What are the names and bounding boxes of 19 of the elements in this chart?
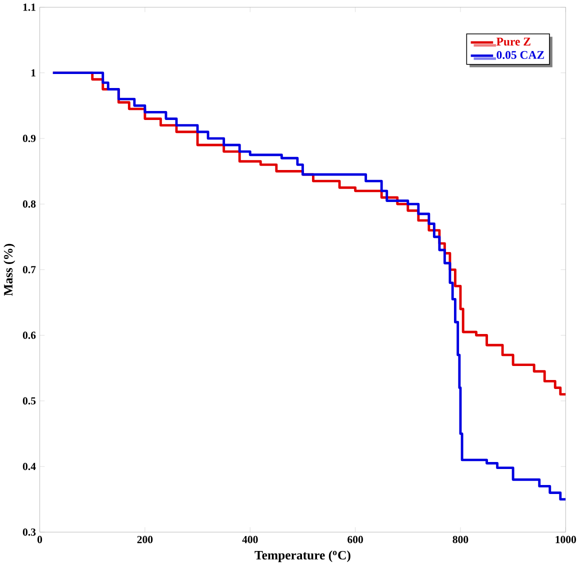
x-tick-label: 0 bbox=[37, 536, 42, 544]
y-tick-label: 0.3 bbox=[22, 528, 36, 536]
x-tick-label: 1000 bbox=[556, 536, 576, 544]
y-axis-title: Mass (%) bbox=[4, 244, 16, 296]
x-tick-label: 600 bbox=[348, 536, 363, 544]
x-axis-title: Temperature ($^{o}$C) bbox=[254, 550, 350, 562]
legend-label: Pure Z bbox=[496, 38, 530, 46]
y-tick-label: 0.8 bbox=[22, 200, 36, 208]
y-tick-label: 0.4 bbox=[22, 463, 36, 470]
y-tick-label: 1 bbox=[31, 69, 36, 77]
y-tick-label: 0.7 bbox=[22, 266, 36, 274]
y-tick-label: 1.1 bbox=[23, 4, 36, 11]
y-tick-label: 0.6 bbox=[22, 332, 36, 340]
legend-label: 0.05 CAZ bbox=[496, 51, 544, 60]
x-tick-label: 400 bbox=[242, 536, 258, 544]
y-tick-label: 0.9 bbox=[22, 134, 36, 142]
x-tick-label: 200 bbox=[137, 536, 153, 544]
x-tick-label: 800 bbox=[452, 536, 468, 544]
y-tick-label: 0.5 bbox=[22, 397, 36, 405]
